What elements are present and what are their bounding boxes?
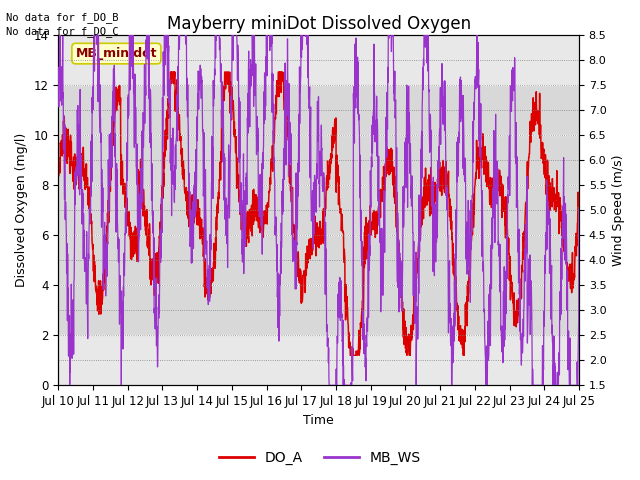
Bar (58, 84, 579, 335)
Y-axis label: Dissolved Oxygen (mg/l): Dissolved Oxygen (mg/l) (15, 133, 28, 287)
X-axis label: Time: Time (303, 414, 334, 427)
Text: No data for f_DO_B: No data for f_DO_B (6, 12, 119, 23)
Title: Mayberry miniDot Dissolved Oxygen: Mayberry miniDot Dissolved Oxygen (166, 15, 470, 33)
Text: MB_minidot: MB_minidot (76, 47, 157, 60)
Y-axis label: Wind Speed (m/s): Wind Speed (m/s) (612, 154, 625, 266)
Text: No data for f_DO_C: No data for f_DO_C (6, 26, 119, 37)
Legend: DO_A, MB_WS: DO_A, MB_WS (214, 445, 426, 471)
